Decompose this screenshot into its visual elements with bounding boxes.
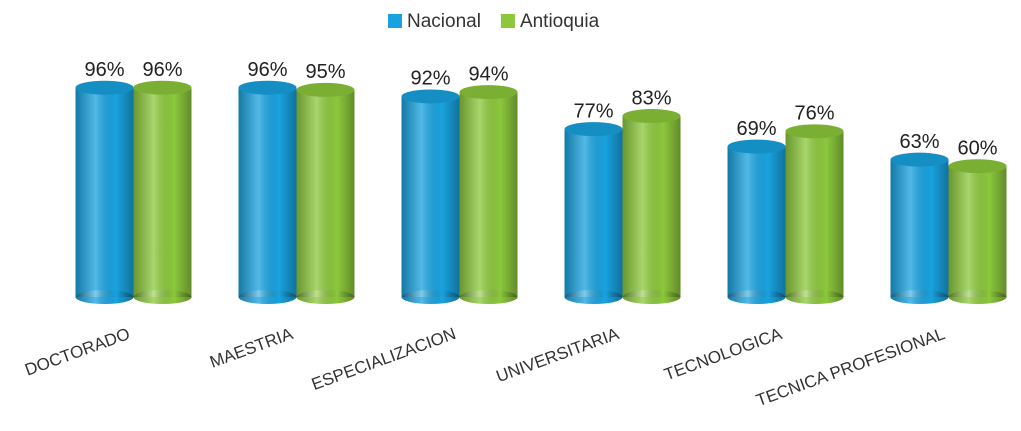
bar-top-shade: [238, 80, 297, 95]
bar-top-shade: [727, 139, 786, 154]
bar-shade: [948, 166, 1007, 297]
legend-swatch: [388, 14, 402, 28]
bar-top-shade: [296, 82, 355, 97]
bar-top: [401, 89, 460, 104]
x-tick-label: TECNICA PROFESIONAL: [754, 324, 948, 410]
value-label: 96%: [84, 59, 124, 81]
bar-top: [785, 124, 844, 139]
value-label: 76%: [794, 103, 834, 125]
legend-label: Antioquia: [520, 11, 600, 32]
bar-top: [622, 109, 681, 124]
bar-top: [890, 152, 949, 167]
legend-swatch: [500, 14, 515, 28]
bar-shade: [564, 129, 623, 297]
legend-label: Nacional: [407, 11, 481, 32]
bar-shade: [238, 87, 297, 297]
bar-shade: [133, 87, 192, 297]
x-tick-label: ESPECIALIZACION: [309, 324, 458, 394]
bar-top: [75, 80, 134, 95]
bar-top: [238, 80, 297, 95]
bar-top: [296, 82, 355, 97]
bar-shade: [890, 159, 949, 297]
value-label: 92%: [410, 68, 450, 90]
bar-shade: [622, 116, 681, 297]
bar-top-shade: [890, 152, 949, 167]
value-label: 69%: [736, 118, 776, 140]
bar-top-shade: [564, 122, 623, 137]
bar-top-shade: [622, 109, 681, 124]
x-tick-label: MAESTRIA: [207, 324, 296, 372]
bar-shade: [785, 131, 844, 297]
bar-top-shade: [401, 89, 460, 104]
bar-top: [948, 159, 1007, 174]
bar-top-shade: [133, 80, 192, 95]
value-label: 96%: [247, 59, 287, 81]
value-label: 83%: [631, 87, 671, 109]
value-label: 95%: [305, 61, 345, 83]
bar-shade: [296, 89, 355, 298]
bar-top-shade: [785, 124, 844, 139]
bar-top-shade: [459, 85, 518, 100]
value-label: 94%: [468, 63, 508, 85]
bar-top: [564, 122, 623, 137]
bar-top: [133, 80, 192, 95]
bar-top: [727, 139, 786, 154]
bar-shade: [459, 92, 518, 297]
value-label: 60%: [957, 137, 997, 159]
bar-shade: [75, 87, 134, 297]
bar-top: [459, 85, 518, 100]
x-tick-label: TECNOLOGICA: [662, 324, 785, 384]
value-label: 63%: [899, 131, 939, 153]
bar-top-shade: [75, 80, 134, 95]
x-tick-label: DOCTORADO: [22, 324, 132, 380]
x-tick-label: UNIVERSITARIA: [494, 324, 622, 386]
bar-top-shade: [948, 159, 1007, 174]
value-label: 77%: [573, 100, 613, 122]
value-label: 96%: [142, 59, 182, 81]
bar-shade: [401, 96, 460, 297]
bar-shade: [727, 146, 786, 297]
